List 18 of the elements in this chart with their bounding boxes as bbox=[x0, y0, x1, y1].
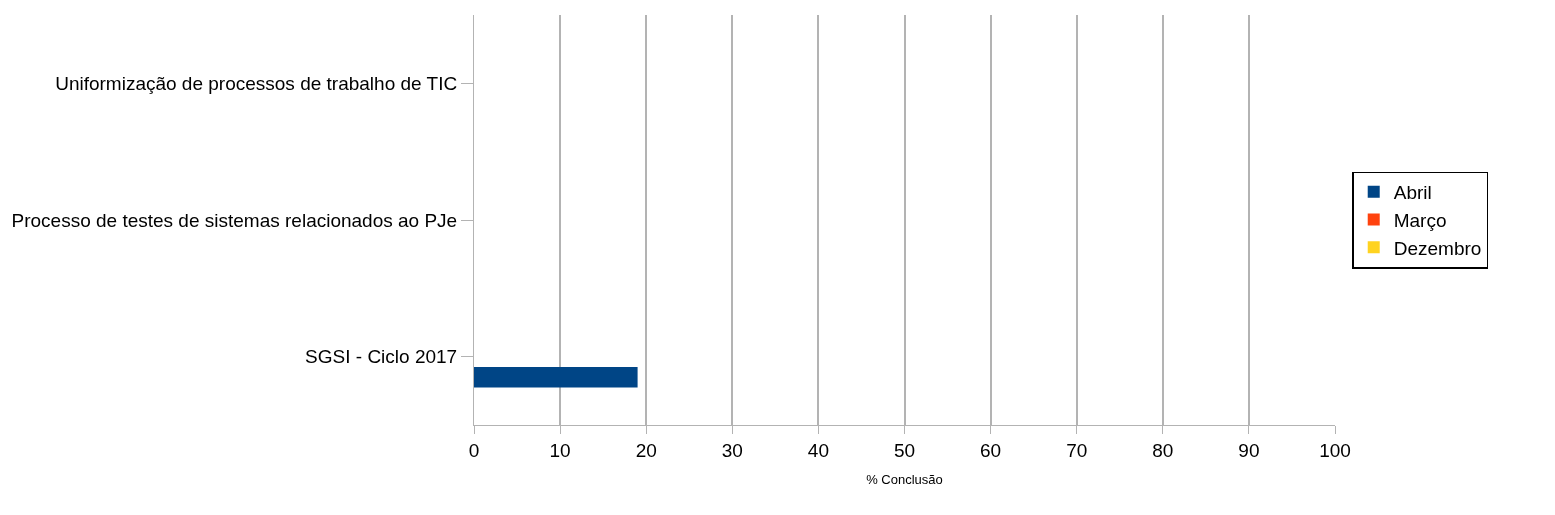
x-tick-label: 50 bbox=[893, 439, 916, 461]
x-tick-label: 60 bbox=[980, 439, 1002, 461]
x-tick-label: 100 bbox=[1319, 439, 1351, 461]
x-tick-label: 70 bbox=[1066, 439, 1088, 461]
x-tick-label: 80 bbox=[1152, 439, 1174, 461]
legend-label: Abril bbox=[1393, 182, 1432, 204]
x-tick-label: 0 bbox=[468, 439, 480, 461]
x-axis-title: % Conclusão bbox=[866, 472, 943, 488]
x-tick-label: 20 bbox=[635, 439, 657, 461]
x-tick-label: 30 bbox=[721, 439, 743, 461]
y-tick-label: Uniformização de processos de trabalho de TIC bbox=[55, 72, 458, 94]
x-tick-label: 90 bbox=[1238, 439, 1260, 461]
y-tick-label: SGSI - Ciclo 2017 bbox=[305, 346, 458, 368]
x-tick-label: 10 bbox=[549, 439, 571, 461]
y-tick-label: Processo de testes de sistemas relacionados ao PJe bbox=[11, 209, 458, 231]
x-tick-label: 40 bbox=[807, 439, 829, 461]
legend-label: Março bbox=[1393, 209, 1447, 231]
legend-label: Dezembro bbox=[1393, 237, 1482, 259]
